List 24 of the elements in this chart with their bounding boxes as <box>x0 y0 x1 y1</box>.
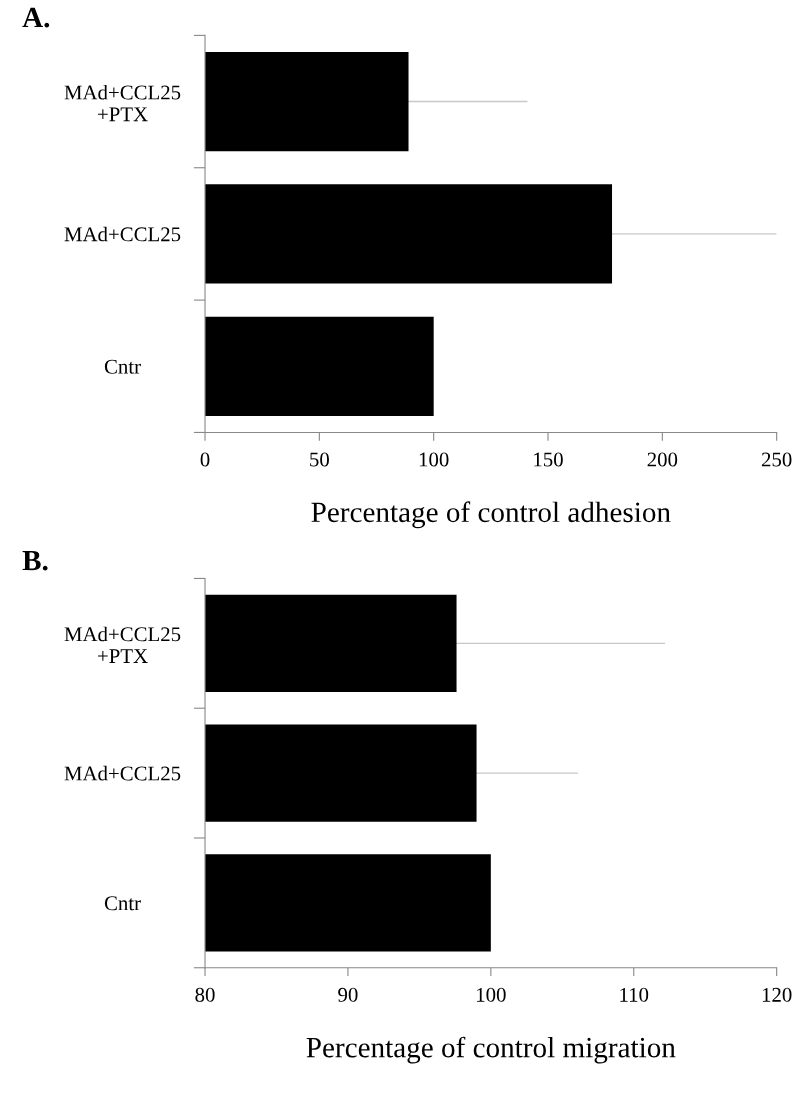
bar <box>205 51 409 152</box>
x-tick-label: 80 <box>195 987 215 1002</box>
x-tick-label: 250 <box>761 452 792 467</box>
x-tick-label: 100 <box>477 987 506 1002</box>
y-tick-label: MAd+CCL25 <box>64 226 181 242</box>
x-axis-title: Percentage of control adhesion <box>311 501 671 529</box>
chart-title: B. <box>22 551 48 571</box>
x-tick-label: 200 <box>647 452 678 467</box>
y-tick-label: Cntr <box>104 359 141 374</box>
chart-title: A. <box>22 7 50 28</box>
x-tick-label: 110 <box>620 987 649 1002</box>
bar <box>205 316 434 416</box>
y-tick-label: MAd+CCL25 +PTX <box>64 84 181 122</box>
x-tick-label: 50 <box>310 452 329 467</box>
x-tick-label: 120 <box>762 987 792 1002</box>
x-axis-title: Percentage of control migration <box>306 1036 676 1064</box>
bar <box>205 184 613 284</box>
y-tick-label: Cntr <box>104 896 141 911</box>
x-tick-label: 100 <box>419 452 449 467</box>
x-tick-label: 90 <box>338 987 358 1002</box>
x-tick-label: 150 <box>534 452 563 467</box>
x-tick-label: 0 <box>200 452 210 467</box>
y-tick-label: MAd+CCL25 +PTX <box>64 626 181 663</box>
y-tick-label: MAd+CCL25 <box>64 765 181 781</box>
